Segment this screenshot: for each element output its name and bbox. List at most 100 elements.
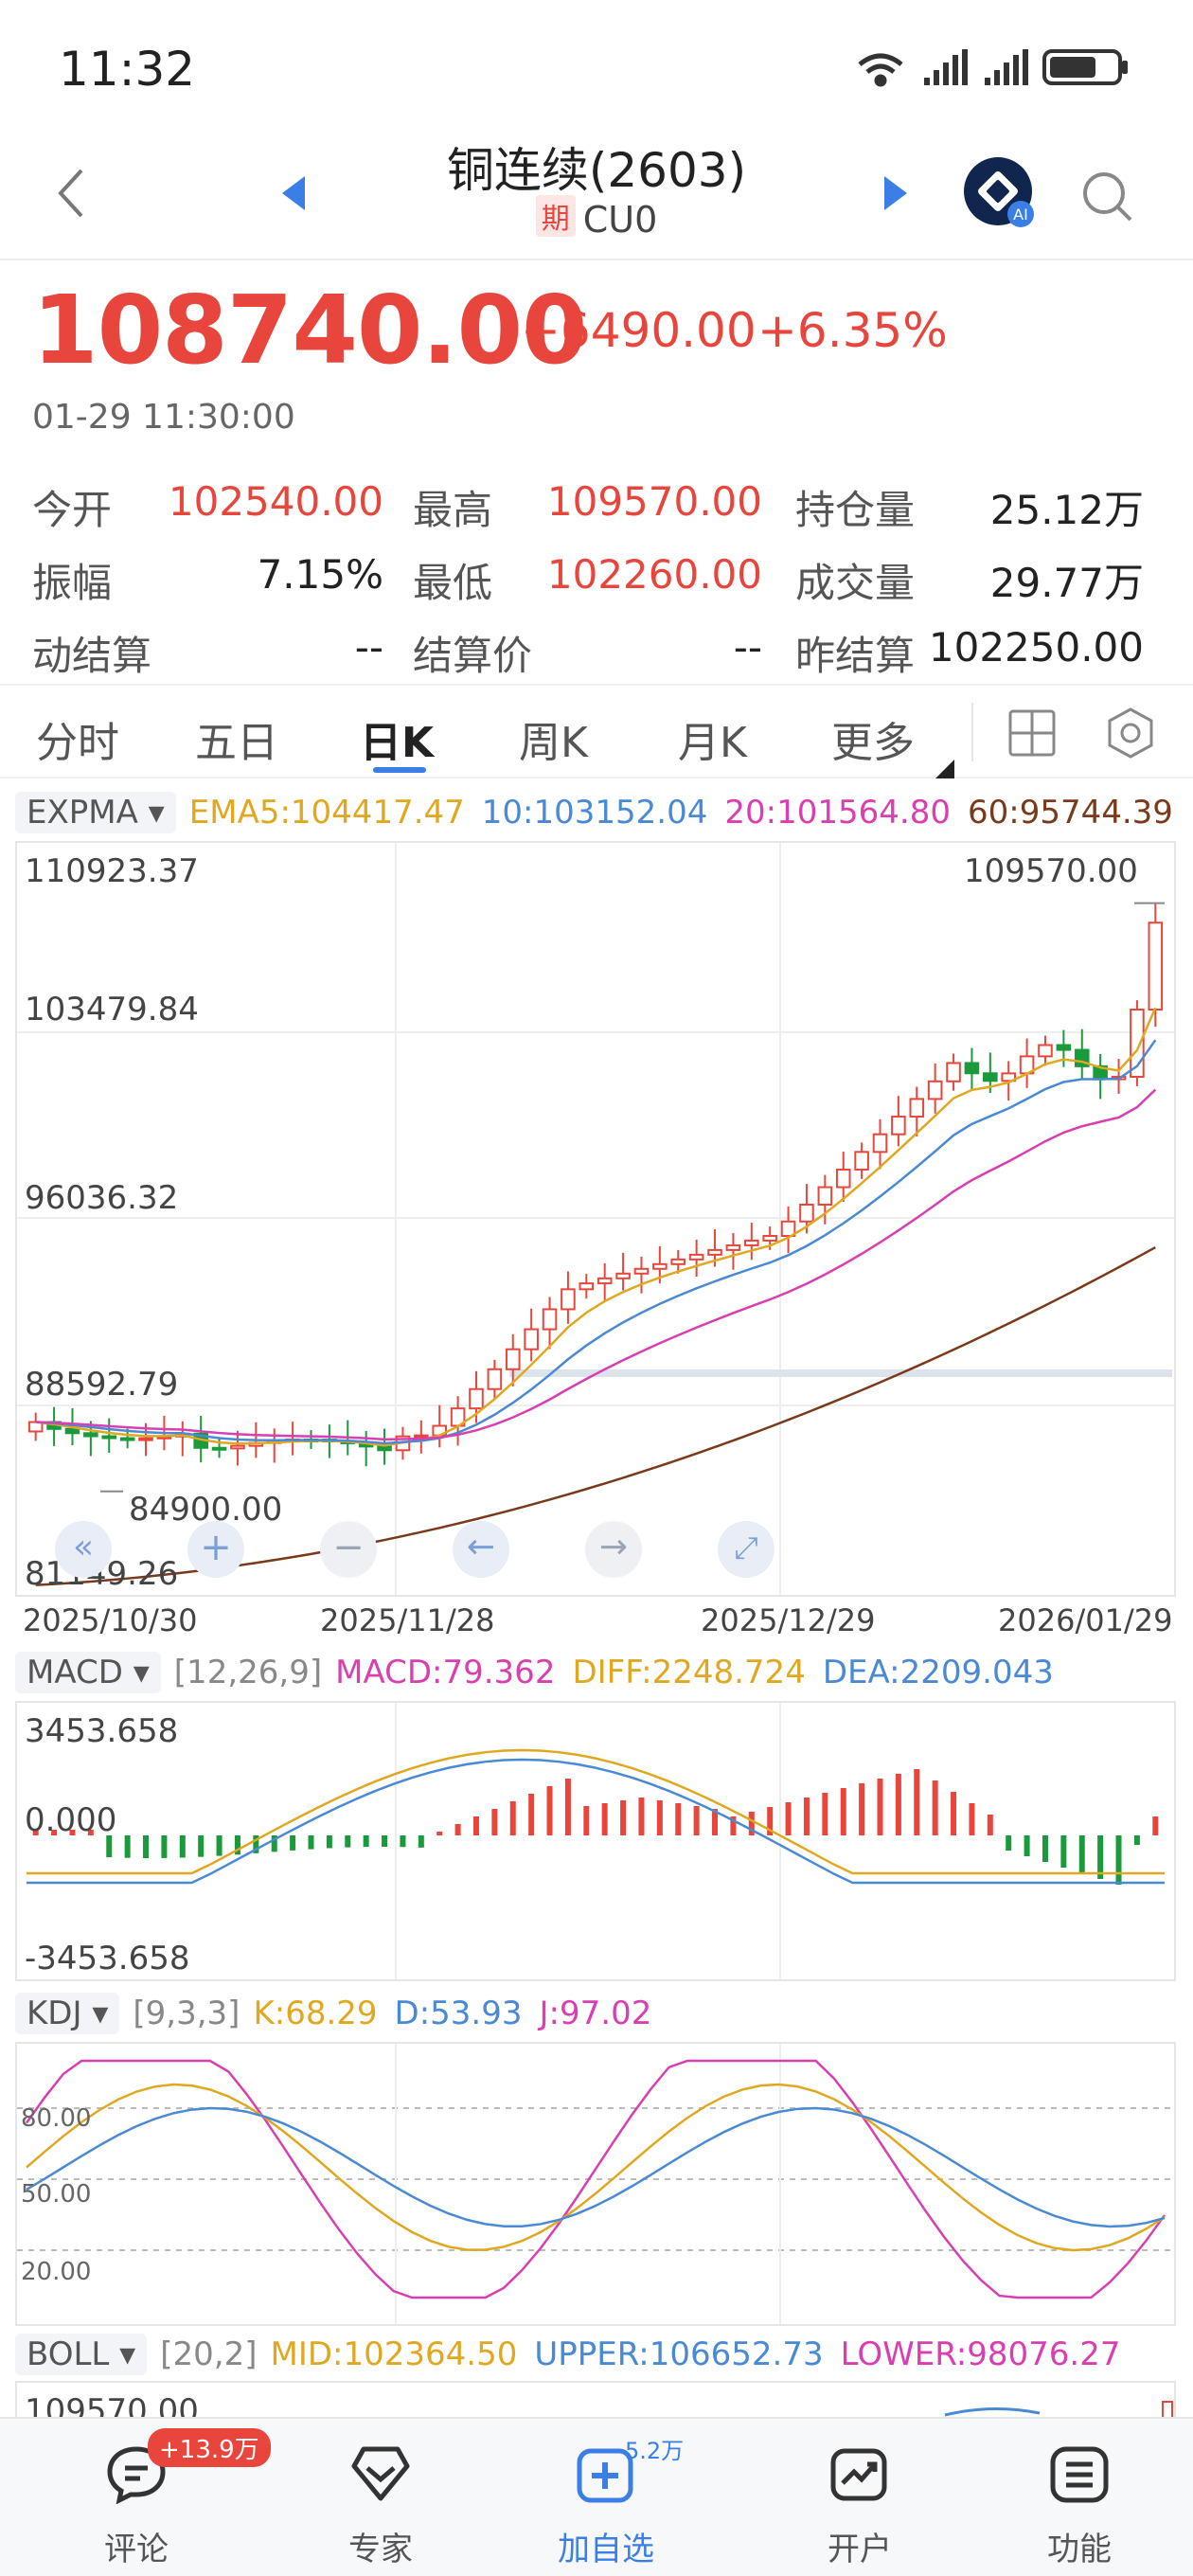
candle-body — [652, 1262, 668, 1270]
ema10-value: 10:103152.04 — [481, 794, 708, 832]
expert-icon — [351, 2446, 410, 2501]
amp-value: 7.15% — [257, 551, 383, 598]
candle-body — [688, 1253, 704, 1261]
candle-body — [909, 1098, 925, 1118]
dyn-settle-label: 动结算 — [32, 633, 152, 679]
kline-panel[interactable]: 110923.37 103479.84 96036.32 88592.79 81… — [15, 841, 1176, 1597]
bottom-toolbar: +13.9万 评论 专家 5.2万 加自选 开户 功能 — [0, 2417, 1193, 2576]
candle-body — [596, 1277, 613, 1285]
active-tab-indicator — [373, 767, 426, 773]
kdj-y-label: 80.00 — [21, 2104, 92, 2133]
candle-body — [946, 1062, 961, 1082]
candle-body — [469, 1387, 484, 1410]
settle-value: -- — [733, 624, 762, 671]
candle-body — [377, 1445, 392, 1452]
add-watchlist-icon — [577, 2448, 633, 2503]
contract-code: 期 CU0 — [0, 195, 1193, 241]
kdj-chart — [17, 2044, 1174, 2324]
tab-weekly-k[interactable]: 周K — [519, 719, 588, 767]
date-label: 2025/10/30 — [23, 1602, 198, 1638]
zoom-in-button[interactable]: + — [187, 1521, 244, 1578]
search-icon[interactable] — [1079, 169, 1136, 225]
tab-monthly-k[interactable]: 月K — [678, 719, 747, 767]
ema60-value: 60:95744.39 — [967, 794, 1173, 832]
boll-upper-value: UPPER:106652.73 — [534, 2335, 824, 2373]
macd-header: MACD ▾ [12,26,9] MACD:79.362 DIFF:2248.724 D… — [0, 1652, 1193, 1693]
j-value: J:97.02 — [539, 1995, 652, 2032]
kdj-panel[interactable]: 80.00 50.00 20.00 — [15, 2042, 1176, 2326]
price-band — [509, 1369, 1172, 1377]
price-change: +6490.00 — [521, 303, 757, 358]
vol-value: 29.77万 — [989, 560, 1144, 606]
open-value: 102540.00 — [168, 478, 383, 525]
candle-body — [487, 1368, 503, 1390]
macd-chart — [27, 1703, 1165, 1979]
code-text: CU0 — [582, 199, 658, 241]
candle-body — [414, 1434, 429, 1439]
candle-body — [211, 1446, 227, 1451]
wifi-icon — [858, 53, 903, 87]
open-account-label: 开户 — [828, 2531, 892, 2568]
add-watchlist-label: 加自选 — [558, 2531, 654, 2568]
ema-line — [35, 1007, 1157, 1447]
k-value: K:68.29 — [253, 1995, 378, 2032]
svg-text:AI: AI — [1013, 206, 1028, 224]
pan-left-button[interactable]: ← — [453, 1521, 509, 1578]
expma-selector[interactable]: EXPMA ▾ — [15, 792, 176, 833]
date-label: 2026/01/29 — [998, 1602, 1173, 1638]
back-icon[interactable] — [53, 165, 91, 222]
settings-icon[interactable] — [1104, 707, 1157, 760]
period-tabs: 分时 五日 日K 周K 月K 更多 — [0, 684, 1193, 778]
prev-settle-label: 昨结算 — [795, 633, 916, 679]
prev-contract-icon[interactable] — [280, 174, 309, 212]
tab-more[interactable]: 更多 — [831, 719, 915, 767]
candle-body — [542, 1308, 558, 1331]
function-label: 功能 — [1047, 2531, 1112, 2568]
pan-right-button[interactable]: → — [585, 1521, 642, 1578]
candle-body — [817, 1186, 833, 1206]
candle-body — [725, 1243, 741, 1251]
vol-label: 成交量 — [795, 560, 916, 606]
futures-tag: 期 — [535, 195, 576, 237]
candle-body — [119, 1437, 135, 1441]
comment-badge: +13.9万 — [148, 2428, 271, 2467]
d-line — [26, 2106, 1166, 2228]
macd-y-label: -3453.658 — [25, 1940, 190, 1977]
candle-body — [707, 1248, 722, 1256]
macd-name: MACD — [27, 1654, 123, 1691]
macd-selector[interactable]: MACD ▾ — [15, 1652, 161, 1693]
zoom-out-button[interactable]: − — [320, 1521, 377, 1578]
boll-lower-value: LOWER:98076.27 — [840, 2335, 1121, 2373]
tab-intraday[interactable]: 分时 — [36, 719, 119, 767]
tab-daily-k[interactable]: 日K — [360, 719, 435, 767]
candle-body — [983, 1072, 998, 1082]
candle-body — [799, 1203, 814, 1223]
nav-header: 铜连续(2603) 期 CU0 AI — [0, 133, 1193, 260]
macd-panel[interactable]: 3453.658 0.000 -3453.658 — [15, 1701, 1176, 1981]
kdj-selector[interactable]: KDJ ▾ — [15, 1993, 120, 2034]
more-corner-icon — [935, 760, 954, 778]
high-label: 最高 — [413, 487, 493, 533]
macd-value: MACD:79.362 — [335, 1654, 556, 1691]
amp-label: 振幅 — [32, 560, 113, 606]
candle-body — [927, 1080, 943, 1100]
prev-settle-value: 102250.00 — [928, 624, 1144, 671]
macd-y-label: 3453.658 — [25, 1712, 179, 1750]
layout-grid-icon[interactable] — [1007, 708, 1057, 758]
candle-body — [64, 1427, 80, 1435]
ai-assistant-icon[interactable]: AI — [962, 155, 1040, 233]
kdj-params: [9,3,3] — [133, 1995, 240, 2032]
diff-line — [27, 1748, 1165, 1875]
kdj-name: KDJ — [27, 1995, 82, 2032]
tab-five-day[interactable]: 五日 — [195, 719, 278, 767]
zoom-first-button[interactable]: « — [55, 1521, 112, 1578]
add-count: 5.2万 — [625, 2438, 685, 2464]
boll-selector[interactable]: BOLL ▾ — [15, 2334, 148, 2375]
reset-view-button[interactable]: ⤢ — [718, 1521, 775, 1578]
boll-name: BOLL — [27, 2335, 110, 2373]
next-contract-icon[interactable] — [881, 174, 909, 212]
open-account-icon — [830, 2448, 887, 2501]
dea-value: DEA:2209.043 — [822, 1654, 1054, 1691]
oi-label: 持仓量 — [795, 487, 916, 533]
candle-body — [615, 1272, 631, 1279]
